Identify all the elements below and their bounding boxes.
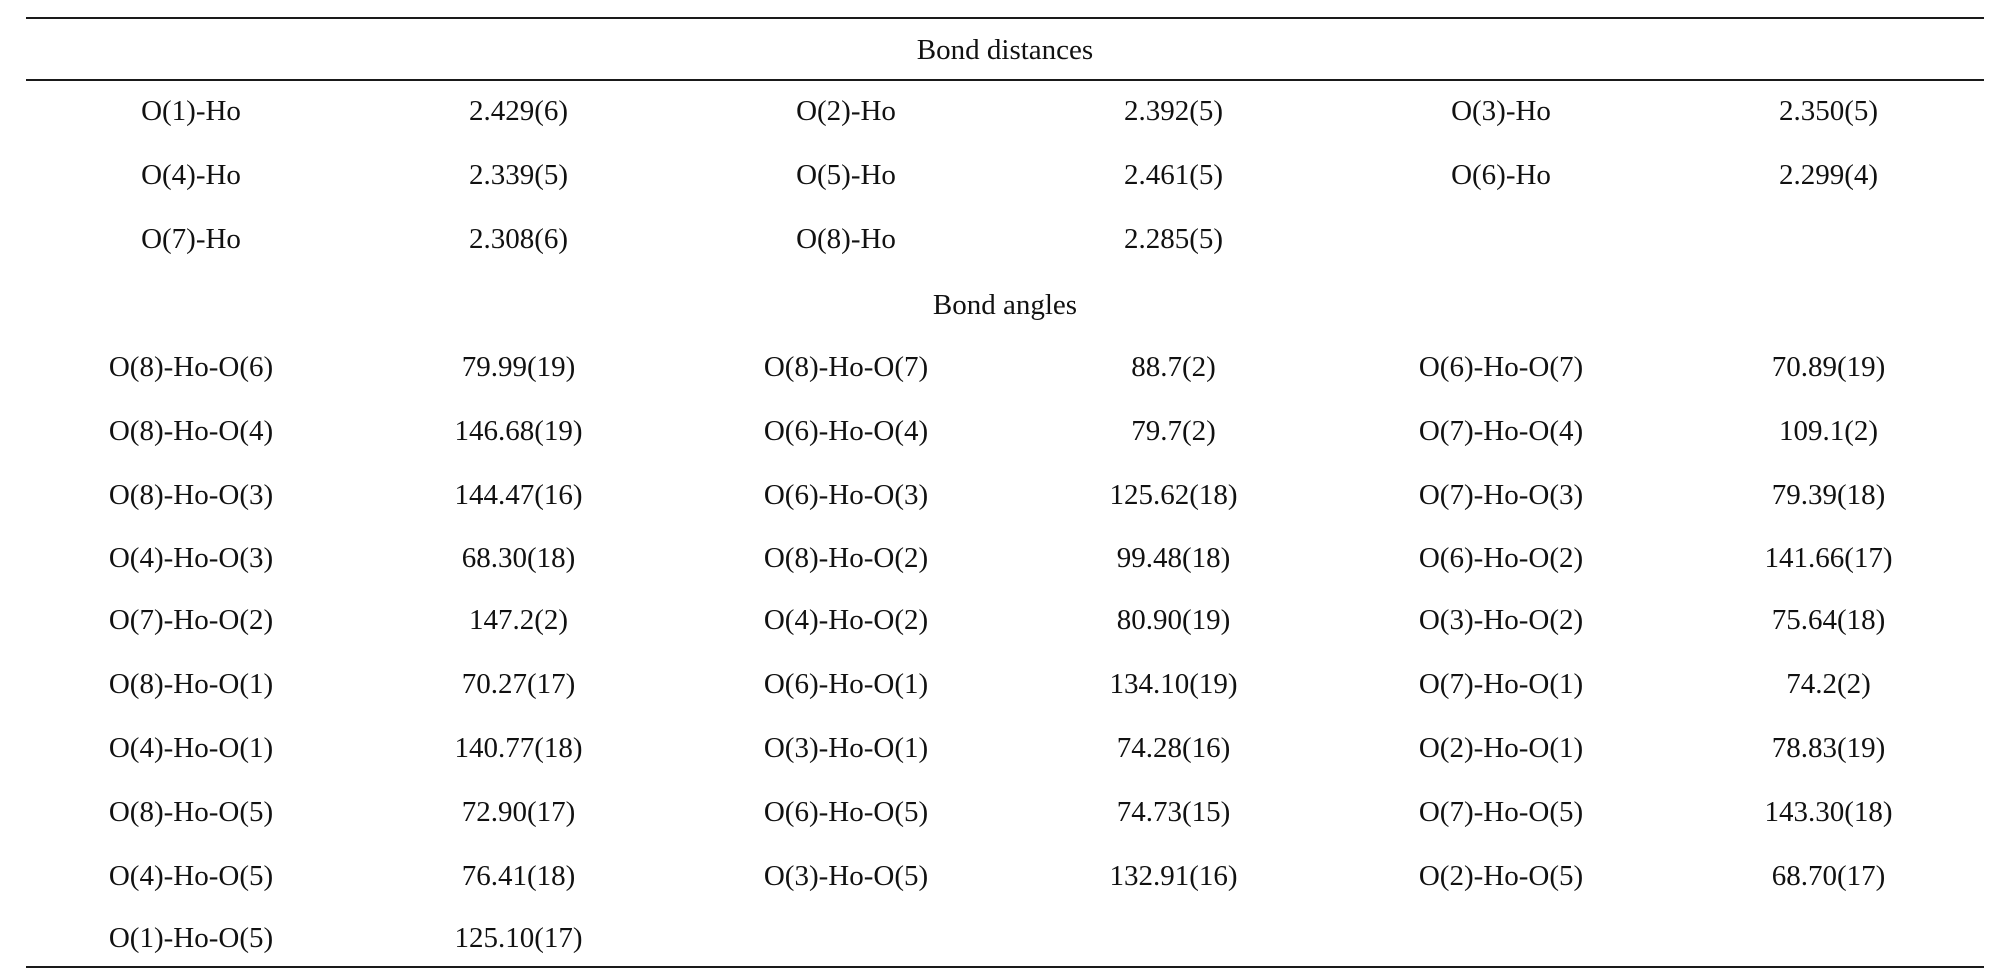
- angle-label: [681, 918, 1011, 958]
- angle-value: 68.70(17): [1771, 860, 1886, 892]
- angle-value: 80.90(19): [1116, 604, 1231, 636]
- bond-value: 2.299(4): [1778, 159, 1879, 191]
- angle-value: 99.48(18): [1116, 542, 1231, 574]
- angle-label: O(2)-Ho-O(1): [1418, 732, 1584, 764]
- bond-value: 2.350(5): [1778, 95, 1879, 127]
- bond-distances-heading: Bond distances: [916, 34, 1094, 66]
- table-row: O(8)-Ho-O(1) 70.27(17) O(6)-Ho-O(1) 134.…: [26, 664, 1984, 704]
- angle-label: O(4)-Ho-O(5): [108, 860, 274, 892]
- angle-label: O(6)-Ho-O(5): [763, 796, 929, 828]
- angle-value: [1666, 918, 1991, 958]
- angle-value: [1011, 918, 1336, 958]
- bond-value: 2.285(5): [1123, 223, 1224, 255]
- bond-label: [1336, 219, 1666, 259]
- angle-label: O(7)-Ho-O(4): [1418, 415, 1584, 447]
- bond-value: 2.429(6): [468, 95, 569, 127]
- angle-label: O(6)-Ho-O(2): [1418, 542, 1584, 574]
- table-row: O(1)-Ho 2.429(6) O(2)-Ho 2.392(5) O(3)-H…: [26, 91, 1984, 131]
- angle-value: 74.28(16): [1116, 732, 1231, 764]
- angle-label: O(7)-Ho-O(2): [108, 604, 274, 636]
- angle-value: 134.10(19): [1109, 668, 1238, 700]
- angle-label: O(6)-Ho-O(1): [763, 668, 929, 700]
- angle-label: O(8)-Ho-O(4): [108, 415, 274, 447]
- angle-label: O(8)-Ho-O(3): [108, 479, 274, 511]
- angle-value: 143.30(18): [1764, 796, 1893, 828]
- bond-label: O(7)-Ho: [141, 223, 241, 255]
- angle-label: O(3)-Ho-O(5): [763, 860, 929, 892]
- bond-value: 2.339(5): [468, 159, 569, 191]
- angle-value: 132.91(16): [1109, 860, 1238, 892]
- table-row: O(4)-Ho-O(1) 140.77(18) O(3)-Ho-O(1) 74.…: [26, 728, 1984, 768]
- angle-value: 140.77(18): [454, 732, 583, 764]
- angle-label: O(8)-Ho-O(5): [108, 796, 274, 828]
- angle-value: 88.7(2): [1131, 351, 1216, 383]
- angle-value: 79.7(2): [1131, 415, 1216, 447]
- angle-value: 75.64(18): [1771, 604, 1886, 636]
- angle-label: O(3)-Ho-O(2): [1418, 604, 1584, 636]
- bond-label: O(8)-Ho: [796, 223, 896, 255]
- table-row: O(4)-Ho 2.339(5) O(5)-Ho 2.461(5) O(6)-H…: [26, 155, 1984, 195]
- angle-value: 125.62(18): [1109, 479, 1238, 511]
- table-row: O(1)-Ho-O(5) 125.10(17): [26, 918, 1984, 958]
- angle-value: 144.47(16): [454, 479, 583, 511]
- bond-value: 2.392(5): [1123, 95, 1224, 127]
- angle-label: O(6)-Ho-O(7): [1418, 351, 1584, 383]
- angle-value: 79.39(18): [1771, 479, 1886, 511]
- bond-angles-heading: Bond angles: [932, 289, 1078, 321]
- angle-label: O(7)-Ho-O(1): [1418, 668, 1584, 700]
- angle-label: O(1)-Ho-O(5): [108, 922, 274, 954]
- angle-label: O(8)-Ho-O(6): [108, 351, 274, 383]
- bond-label: O(4)-Ho: [141, 159, 241, 191]
- angle-value: 74.73(15): [1116, 796, 1231, 828]
- table-row: O(4)-Ho-O(3) 68.30(18) O(8)-Ho-O(2) 99.4…: [26, 538, 1984, 578]
- table-row: O(8)-Ho-O(3) 144.47(16) O(6)-Ho-O(3) 125…: [26, 475, 1984, 515]
- bottom-rule: [26, 966, 1984, 968]
- bond-label: O(2)-Ho: [796, 95, 896, 127]
- top-rule: [26, 17, 1984, 19]
- angle-label: [1336, 918, 1666, 958]
- angle-value: 109.1(2): [1778, 415, 1879, 447]
- angle-value: 70.27(17): [461, 668, 576, 700]
- bond-value: 2.461(5): [1123, 159, 1224, 191]
- bond-label: O(6)-Ho: [1451, 159, 1551, 191]
- angle-label: O(4)-Ho-O(3): [108, 542, 274, 574]
- angle-value: 68.30(18): [461, 542, 576, 574]
- angle-label: O(6)-Ho-O(4): [763, 415, 929, 447]
- angle-value: 76.41(18): [461, 860, 576, 892]
- table-row: O(7)-Ho-O(2) 147.2(2) O(4)-Ho-O(2) 80.90…: [26, 600, 1984, 640]
- angle-label: O(3)-Ho-O(1): [763, 732, 929, 764]
- angle-label: O(2)-Ho-O(5): [1418, 860, 1584, 892]
- bond-label: O(3)-Ho: [1451, 95, 1551, 127]
- table-row: O(4)-Ho-O(5) 76.41(18) O(3)-Ho-O(5) 132.…: [26, 856, 1984, 896]
- table-row: O(7)-Ho 2.308(6) O(8)-Ho 2.285(5): [26, 219, 1984, 259]
- bond-label: O(5)-Ho: [796, 159, 896, 191]
- angle-label: O(8)-Ho-O(1): [108, 668, 274, 700]
- table-row: O(8)-Ho-O(5) 72.90(17) O(6)-Ho-O(5) 74.7…: [26, 792, 1984, 832]
- table-row: O(8)-Ho-O(4) 146.68(19) O(6)-Ho-O(4) 79.…: [26, 411, 1984, 451]
- angle-value: 74.2(2): [1786, 668, 1871, 700]
- angle-label: O(7)-Ho-O(3): [1418, 479, 1584, 511]
- angle-value: 78.83(19): [1771, 732, 1886, 764]
- angle-value: 79.99(19): [461, 351, 576, 383]
- angle-value: 72.90(17): [461, 796, 576, 828]
- angle-value: 146.68(19): [454, 415, 583, 447]
- angle-value: 141.66(17): [1764, 542, 1893, 574]
- angle-label: O(6)-Ho-O(3): [763, 479, 929, 511]
- angle-value: 125.10(17): [454, 922, 583, 954]
- angle-label: O(8)-Ho-O(2): [763, 542, 929, 574]
- bond-label: O(1)-Ho: [141, 95, 241, 127]
- angle-value: 147.2(2): [468, 604, 569, 636]
- angle-value: 70.89(19): [1771, 351, 1886, 383]
- angle-label: O(4)-Ho-O(1): [108, 732, 274, 764]
- angle-label: O(4)-Ho-O(2): [763, 604, 929, 636]
- angle-label: O(8)-Ho-O(7): [763, 351, 929, 383]
- bond-value: [1666, 219, 1991, 259]
- angle-label: O(7)-Ho-O(5): [1418, 796, 1584, 828]
- header-rule: [26, 79, 1984, 81]
- table-row: O(8)-Ho-O(6) 79.99(19) O(8)-Ho-O(7) 88.7…: [26, 347, 1984, 387]
- bond-value: 2.308(6): [468, 223, 569, 255]
